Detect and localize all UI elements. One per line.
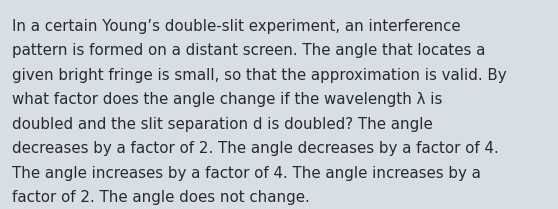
Text: The angle increases by a factor of 4. The angle increases by a: The angle increases by a factor of 4. Th… xyxy=(12,166,481,181)
Text: given bright fringe is small, so that the approximation is valid. By: given bright fringe is small, so that th… xyxy=(12,68,507,83)
Text: decreases by a factor of 2. The angle decreases by a factor of 4.: decreases by a factor of 2. The angle de… xyxy=(12,141,499,156)
Text: In a certain Young’s double-slit experiment, an interference: In a certain Young’s double-slit experim… xyxy=(12,19,461,34)
Text: pattern is formed on a distant screen. The angle that locates a: pattern is formed on a distant screen. T… xyxy=(12,43,485,58)
Text: doubled and the slit separation d is doubled? The angle: doubled and the slit separation d is dou… xyxy=(12,117,433,132)
Text: what factor does the angle change if the wavelength λ is: what factor does the angle change if the… xyxy=(12,92,442,107)
Text: factor of 2. The angle does not change.: factor of 2. The angle does not change. xyxy=(12,190,310,205)
